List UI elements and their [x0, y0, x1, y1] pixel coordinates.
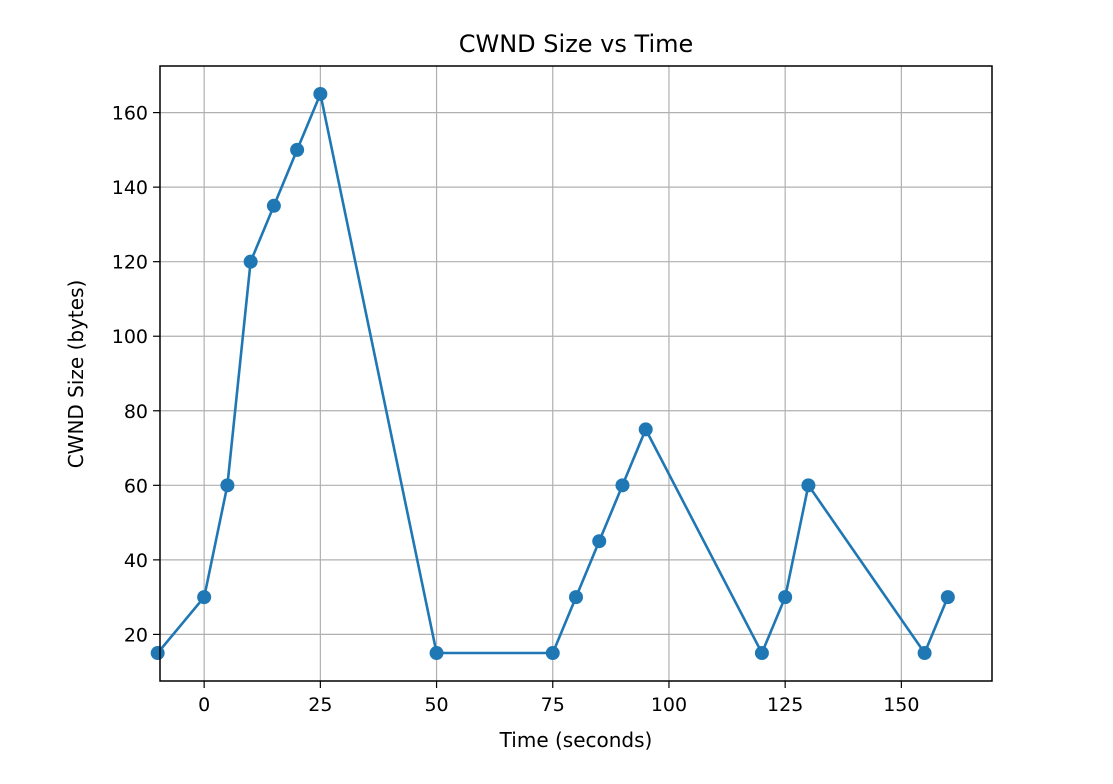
data-point [940, 590, 955, 605]
data-point [778, 590, 793, 605]
y-tick-label: 40 [124, 550, 148, 572]
y-tick-label: 120 [112, 252, 148, 274]
data-point [917, 646, 932, 661]
data-point [313, 86, 328, 101]
x-tick-label: 25 [308, 694, 332, 716]
data-point [569, 590, 583, 605]
x-axis-label: Time (seconds) [499, 728, 653, 752]
y-tick-label: 60 [124, 475, 148, 497]
data-point [638, 422, 653, 437]
data-point [592, 534, 607, 549]
plot-frame [159, 65, 993, 682]
data-point [290, 142, 305, 157]
data-point [197, 590, 212, 605]
data-point [801, 478, 816, 493]
x-tick-label: 50 [424, 694, 448, 716]
data-point [545, 646, 560, 661]
data-point [615, 478, 630, 493]
data-point [150, 646, 165, 661]
data-point [754, 646, 769, 661]
x-tick-label: 75 [541, 694, 565, 716]
y-tick-label: 80 [124, 401, 148, 423]
y-tick-label: 100 [112, 326, 148, 348]
y-tick-label: 140 [112, 177, 148, 199]
x-tick-label: 100 [651, 694, 687, 716]
y-tick-label: 160 [112, 103, 148, 125]
x-tick-label: 125 [767, 694, 803, 716]
data-point [220, 478, 235, 493]
data-point [429, 646, 444, 661]
x-tick-label: 150 [883, 694, 919, 716]
chart-title: CWND Size vs Time [459, 30, 694, 58]
y-tick-label: 20 [124, 624, 148, 646]
y-axis-label: CWND Size (bytes) [64, 280, 88, 469]
x-tick-label: 0 [198, 694, 210, 716]
data-point [266, 198, 281, 213]
series-line [156, 92, 950, 655]
data-point [243, 254, 258, 269]
